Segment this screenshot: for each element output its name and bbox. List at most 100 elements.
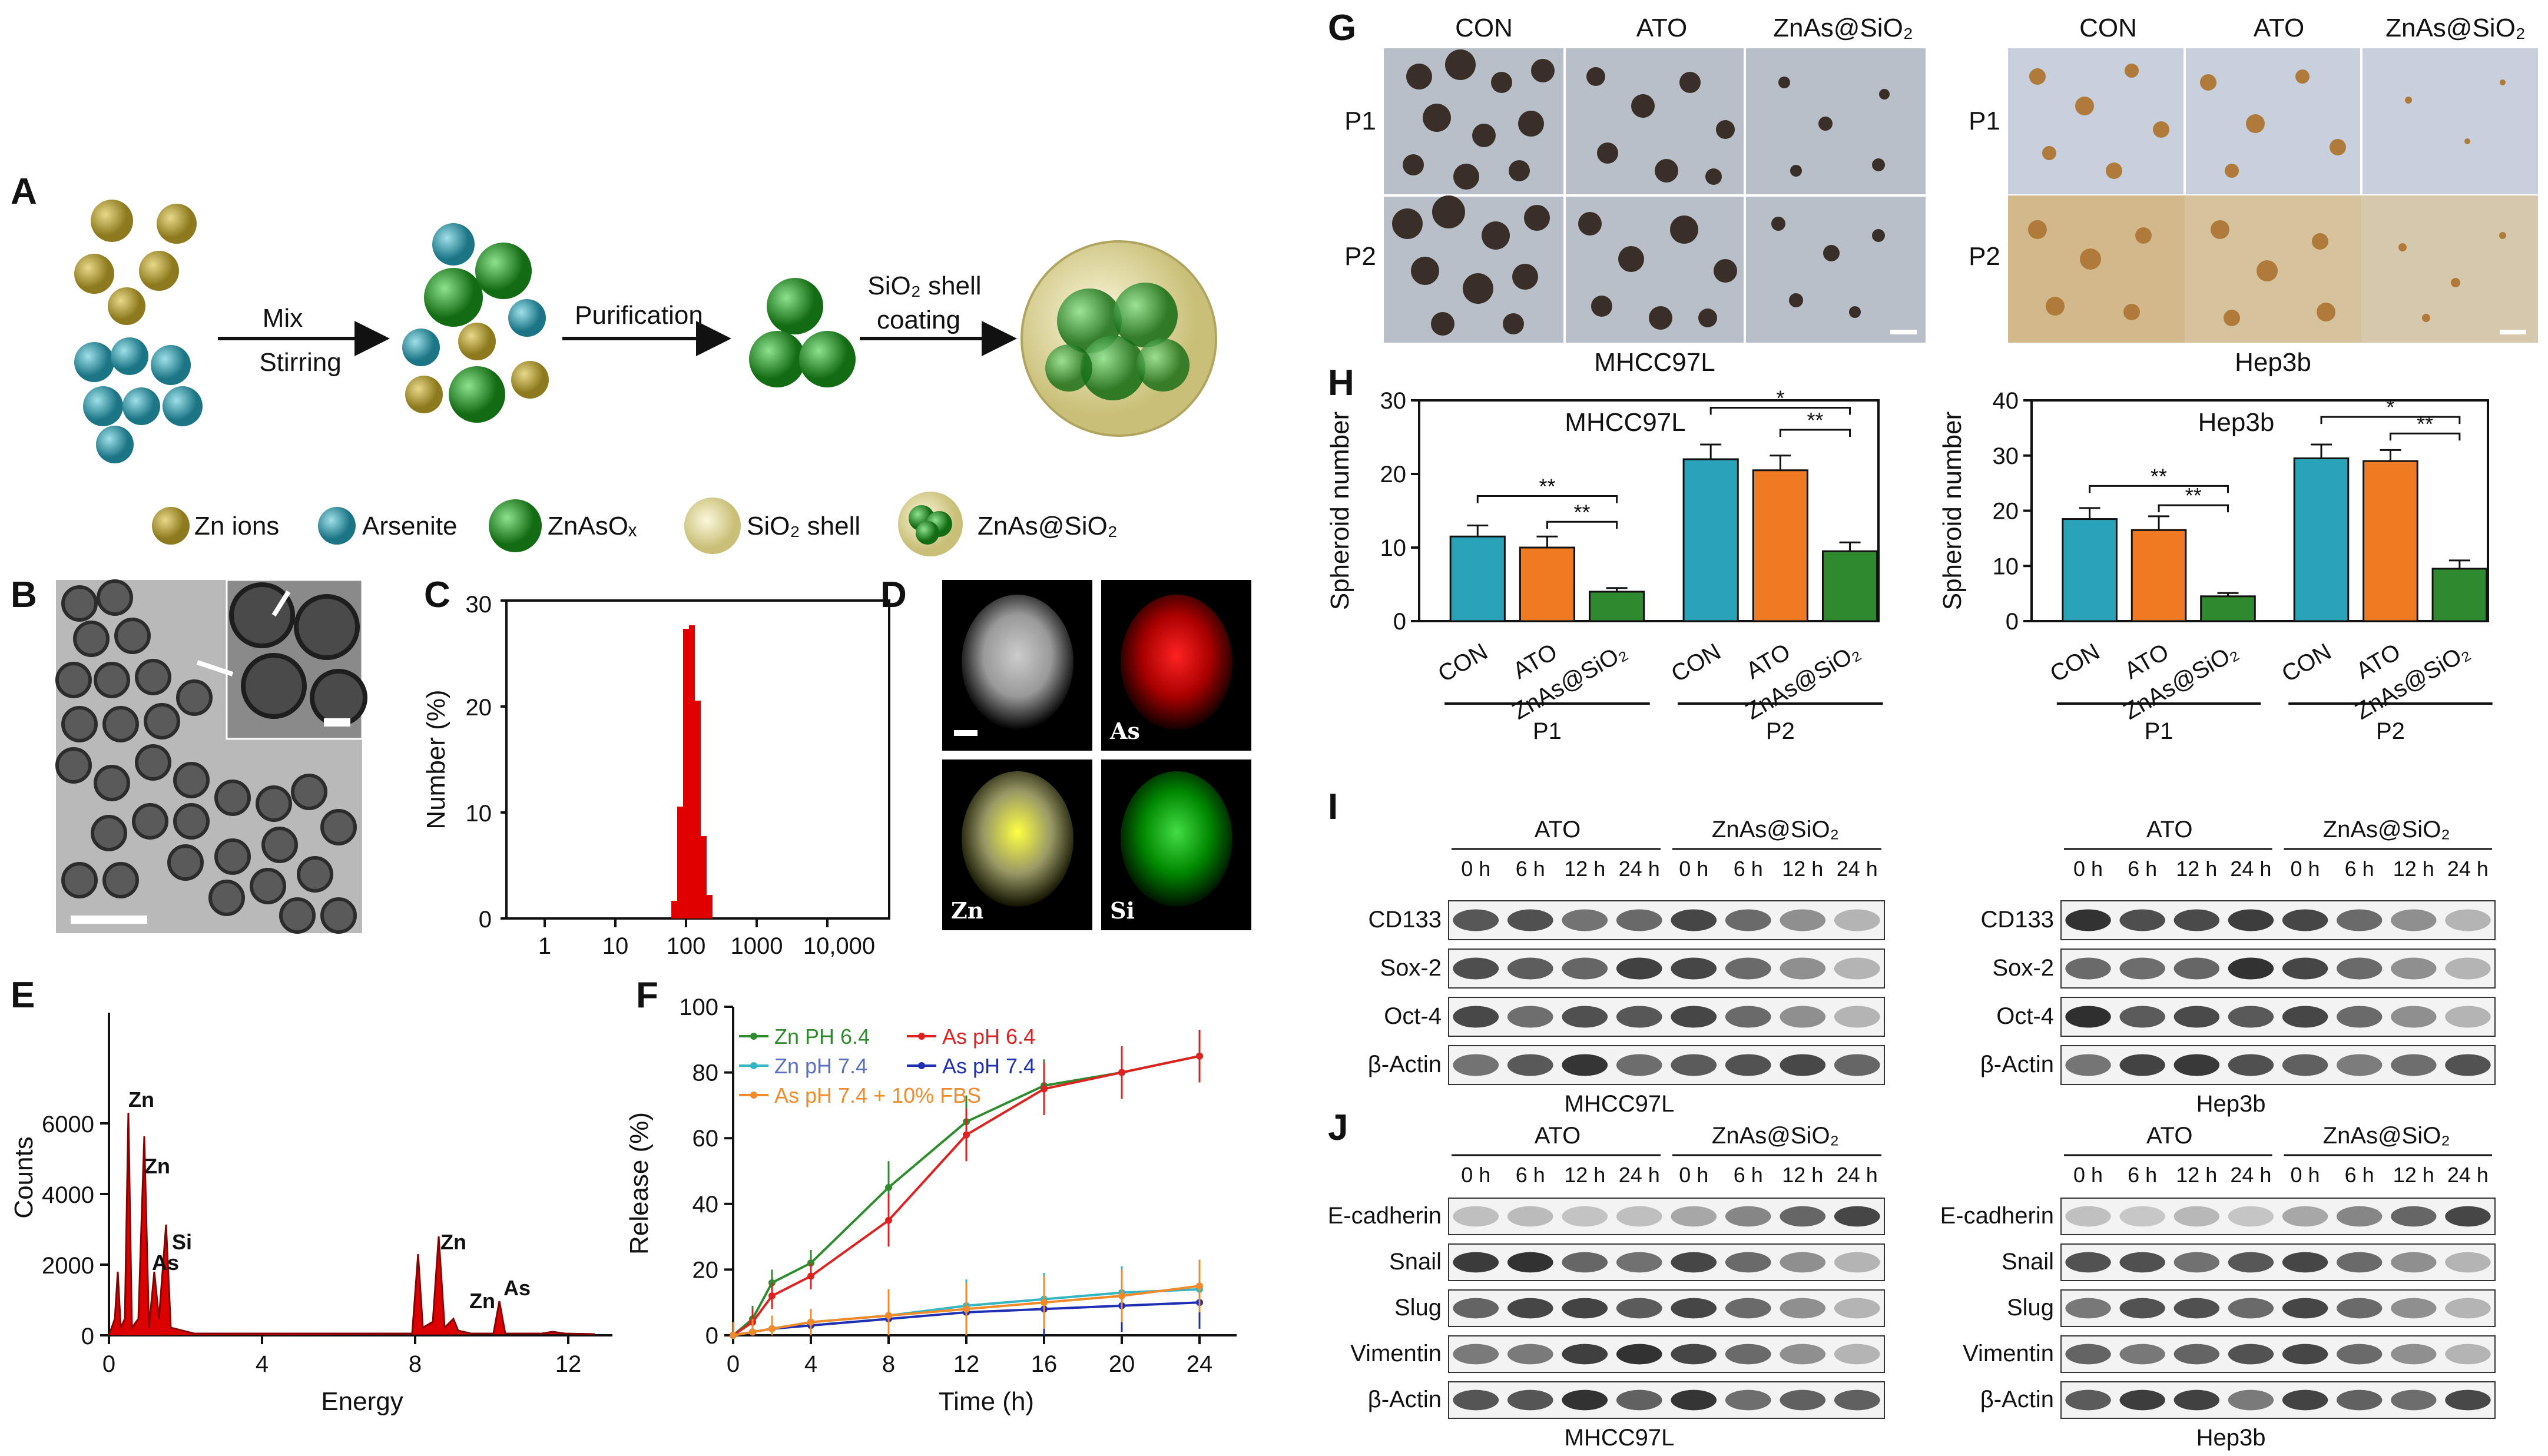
blot-band bbox=[1834, 1389, 1880, 1411]
blot-band bbox=[2445, 1054, 2491, 1076]
blot-time-label: 6 h bbox=[2128, 857, 2157, 881]
blot-band bbox=[2445, 1252, 2491, 1273]
blot-band bbox=[1562, 1252, 1608, 1273]
tem-image bbox=[55, 579, 367, 934]
blot-band bbox=[1453, 909, 1499, 931]
blot-time-label: 24 h bbox=[1837, 857, 1878, 881]
blot-band bbox=[1834, 909, 1880, 931]
blot-band bbox=[1725, 1206, 1771, 1227]
blot-time-label: 0 h bbox=[2291, 857, 2320, 881]
row-label-p1: P1 bbox=[1969, 107, 2000, 135]
bar-chart-ytick: 20 bbox=[1380, 462, 1407, 487]
bar bbox=[2200, 595, 2256, 622]
significance-label: * bbox=[1776, 386, 1784, 410]
significance-label: ** bbox=[1574, 500, 1591, 524]
blot-time-label: 6 h bbox=[1516, 1163, 1545, 1187]
blot-group-label: ZnAs@SiO₂ bbox=[2323, 1123, 2450, 1149]
blot-band bbox=[2065, 1298, 2111, 1319]
blot-row-label: β-Actin bbox=[1980, 1052, 2054, 1077]
dls-histogram: 0 10 20 30 1 10 100 1000 10,000 Number (… bbox=[422, 592, 890, 959]
significance-label: ** bbox=[1807, 408, 1823, 432]
eds-spectrum-trace bbox=[108, 1112, 595, 1336]
legend-zn-ions: Zn ions bbox=[194, 512, 279, 540]
bar-chart-ylabel: Spheroid number bbox=[1326, 412, 1354, 611]
blot-band bbox=[2119, 1298, 2165, 1319]
blot-band bbox=[1780, 1054, 1826, 1076]
panel-label-i: I bbox=[1328, 787, 1338, 827]
release-ytick: 0 bbox=[705, 1323, 718, 1349]
eds-peak-label: Zn bbox=[128, 1087, 154, 1112]
panel-label-e: E bbox=[11, 975, 35, 1016]
blot-row-label: Vimentin bbox=[1350, 1341, 1442, 1367]
bar-chart-ytick: 10 bbox=[1993, 553, 2019, 579]
blot-band bbox=[2228, 1252, 2274, 1273]
bar-chart-ytick: 0 bbox=[1393, 609, 1406, 635]
blot-group-label: ATO bbox=[2146, 1123, 2193, 1149]
scheme-a: Mix Stirring Purification SiO₂ shell coa… bbox=[74, 200, 1217, 556]
blot-band bbox=[1834, 1206, 1880, 1227]
dls-ytick: 0 bbox=[479, 907, 492, 933]
release-ytick: 40 bbox=[693, 1192, 719, 1218]
blot-band bbox=[1616, 1389, 1662, 1411]
blot-band bbox=[1616, 1206, 1662, 1227]
eds-map-label-as: As bbox=[1109, 718, 1140, 744]
release-ytick: 60 bbox=[693, 1126, 719, 1152]
blot-time-label: 0 h bbox=[1679, 857, 1708, 881]
blot-band bbox=[2282, 1298, 2328, 1319]
blot-time-label: 24 h bbox=[2447, 857, 2489, 881]
release-xtick: 16 bbox=[1031, 1351, 1058, 1377]
bar-chart-ytick: 0 bbox=[2006, 609, 2019, 635]
blot-row-label: Slug bbox=[1394, 1295, 1442, 1321]
blot-band bbox=[1834, 1006, 1880, 1028]
blot-band bbox=[1616, 957, 1662, 980]
znaso-cluster bbox=[749, 278, 856, 387]
blot-time-label: 12 h bbox=[1782, 857, 1823, 881]
blot-band bbox=[1562, 1298, 1608, 1319]
blot-band bbox=[2391, 1054, 2437, 1076]
blot-time-label: 24 h bbox=[2447, 1163, 2489, 1187]
blot-band bbox=[1507, 1298, 1553, 1319]
blot-group-label: ATO bbox=[1535, 1123, 1581, 1149]
blot-band bbox=[2336, 1206, 2383, 1227]
blot-band bbox=[1834, 1344, 1880, 1365]
blot-band bbox=[1453, 1252, 1499, 1273]
blot-row-label: Slug bbox=[2007, 1295, 2054, 1321]
blot-band bbox=[1780, 1344, 1826, 1365]
blot-band bbox=[1780, 1389, 1826, 1411]
blot-band bbox=[1671, 1206, 1717, 1227]
blot-band bbox=[1671, 909, 1717, 931]
blot-band bbox=[1780, 1252, 1826, 1273]
blot-row-label: Vimentin bbox=[1963, 1341, 2054, 1367]
bar-chart-ytick: 40 bbox=[1993, 388, 2019, 414]
blot-row-label: Oct-4 bbox=[1996, 1003, 2054, 1029]
blot-band bbox=[1507, 957, 1553, 980]
blot-band bbox=[1834, 1054, 1880, 1076]
blot-band bbox=[1834, 957, 1880, 980]
significance-label: ** bbox=[2417, 412, 2433, 436]
blot-band bbox=[2119, 1344, 2165, 1365]
cell-line-label: Hep3b bbox=[2235, 348, 2311, 377]
blot-band bbox=[1725, 1344, 1771, 1365]
blot-band bbox=[2065, 957, 2111, 980]
blot-band bbox=[1507, 1006, 1553, 1028]
blot-band bbox=[1507, 1252, 1553, 1273]
blot-time-label: 6 h bbox=[1734, 1163, 1763, 1187]
eds-ytick: 4000 bbox=[42, 1182, 94, 1208]
blot-band bbox=[2282, 957, 2328, 980]
eds-ylabel: Counts bbox=[9, 1136, 38, 1218]
legend-znas-sio2: ZnAs@SiO₂ bbox=[978, 512, 1118, 540]
mixed-cluster bbox=[402, 223, 549, 423]
blot-band bbox=[1834, 1298, 1880, 1319]
blot-time-label: 6 h bbox=[1734, 857, 1763, 881]
blot-band bbox=[1453, 1006, 1499, 1028]
bar-category-label: CON bbox=[2046, 639, 2104, 688]
blot-band bbox=[1780, 1206, 1826, 1227]
blot-band bbox=[1725, 1389, 1771, 1411]
eds-peak-label: Si bbox=[172, 1230, 192, 1254]
blot-band bbox=[2391, 1252, 2437, 1273]
bar-chart-title: Hep3b bbox=[2198, 408, 2275, 437]
blot-band bbox=[2282, 1252, 2328, 1273]
panel-label-d: D bbox=[880, 575, 907, 615]
